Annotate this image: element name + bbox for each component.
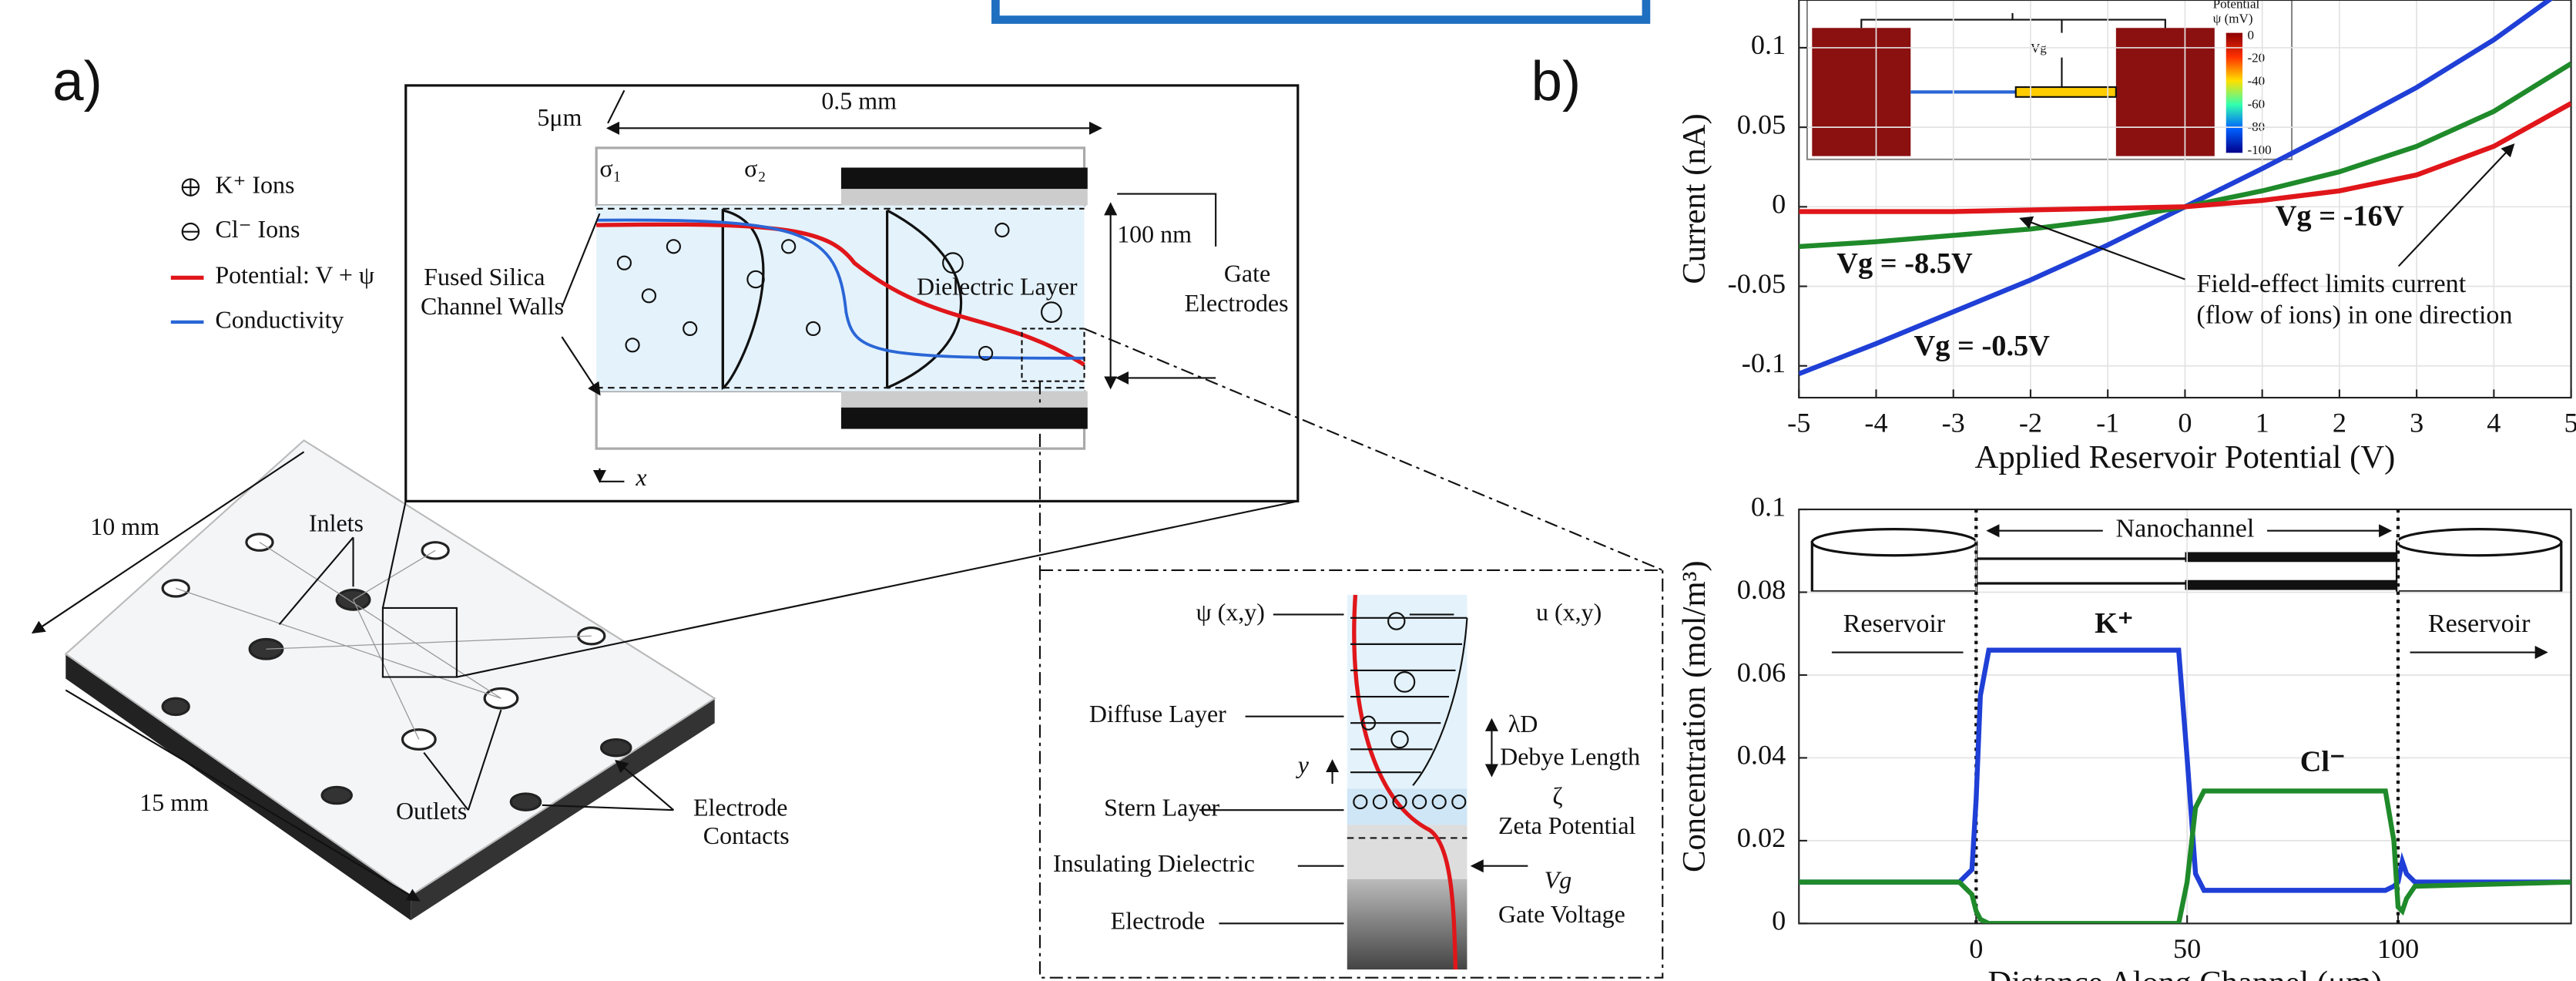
annotation: (flow of ions) in one direction — [2196, 301, 2512, 329]
dimension-label: 10 mm — [90, 513, 159, 540]
device — [33, 440, 1298, 920]
y-axis-label: Current (nA) — [1676, 113, 1712, 284]
zoom-label: Diffuse Layer — [1089, 700, 1226, 727]
channel-label: Dielectric Layer — [917, 274, 1078, 301]
header-box — [995, 0, 1646, 20]
x-tick-label: -2 — [2019, 408, 2042, 438]
annotation: Reservoir — [2428, 610, 2531, 638]
legend: K⁺ Ions Cl⁻ Ions Potential: V + ψ Conduc… — [171, 171, 374, 333]
y-tick-label: 0.06 — [1737, 657, 1786, 687]
arrow — [2021, 219, 2185, 280]
inset-label: ψ (mV) — [2213, 11, 2253, 25]
channel-label: Fused Silica — [424, 264, 545, 291]
legend-label: K⁺ Ions — [215, 171, 294, 198]
plot-area — [1799, 650, 2571, 924]
x-tick-label: -5 — [1787, 408, 1810, 438]
x-axis-label: Distance Along Channel (μm) — [1988, 965, 2383, 981]
x-tick-label: 2 — [2333, 408, 2346, 438]
series-label: Vg = -8.5V — [1836, 247, 1973, 280]
inset-label: Potential — [2213, 0, 2260, 11]
x-tick-label: 0 — [2178, 408, 2192, 438]
zoom-label: Debye Length — [1500, 743, 1640, 770]
series-label: Vg = -16V — [2276, 200, 2404, 232]
channel-label: Electrodes — [1185, 290, 1289, 317]
y-tick-label: 0.08 — [1737, 574, 1786, 605]
dimension-label: 100 nm — [1117, 220, 1192, 247]
channel-label: σ₂ — [744, 155, 766, 182]
series-label: Vg = -0.5V — [1914, 330, 2051, 362]
y-tick-label: 0 — [1772, 189, 1786, 220]
x-tick-label: -3 — [1942, 408, 1965, 438]
series-label: K⁺ — [2095, 607, 2133, 640]
dimension-label: 15 mm — [139, 789, 209, 816]
channel-diagram — [406, 86, 1662, 570]
axis-label: x — [635, 464, 646, 491]
zoom-label: y — [1296, 751, 1310, 778]
zoom-label: u (x,y) — [1536, 599, 1602, 626]
zoom-label: ζ — [1552, 783, 1562, 810]
y-tick-label: -0.05 — [1728, 268, 1786, 299]
y-tick-label: 0.04 — [1737, 740, 1786, 771]
legend-label: Conductivity — [215, 306, 344, 333]
x-tick-label: -4 — [1864, 408, 1887, 438]
x-tick-label: 0 — [1969, 933, 1983, 964]
annotation: Reservoir — [1843, 610, 1946, 638]
y-tick-label: 0 — [1772, 905, 1786, 936]
y-tick-label: 0.05 — [1737, 109, 1786, 139]
y-tick-label: 0.1 — [1751, 29, 1786, 60]
zoom-label: ψ (x,y) — [1196, 599, 1265, 626]
channel-label: Channel Walls — [421, 293, 564, 320]
panel-label: a) — [52, 50, 102, 113]
annotation: Nanochannel — [2115, 515, 2254, 543]
data-line — [1799, 791, 2571, 923]
channel-label: σ₁ — [599, 155, 621, 182]
x-tick-label: 50 — [2173, 933, 2201, 964]
zoom-label: Insulating Dielectric — [1053, 850, 1255, 877]
dimension-label: 5μm — [537, 104, 582, 131]
y-tick-label: 0.1 — [1751, 491, 1786, 522]
colorbar-label: -100 — [2247, 143, 2271, 157]
device-label: Electrode — [693, 795, 787, 821]
zoom-label: Electrode — [1111, 908, 1205, 935]
zoom-label: Stern Layer — [1104, 795, 1219, 821]
device-label: Inlets — [309, 510, 364, 537]
x-tick-label: -1 — [2096, 408, 2119, 438]
series-label: Cl⁻ — [2300, 745, 2346, 778]
zoom-label: Zeta Potential — [1498, 812, 1636, 839]
legend-label: Potential: V + ψ — [215, 262, 374, 289]
colorbar-label: 0 — [2247, 28, 2254, 42]
x-axis-label: Applied Reservoir Potential (V) — [1975, 439, 2396, 475]
figure: a) b) K⁺ Ions Cl⁻ Ions Potential: V + ψ … — [0, 0, 2576, 981]
panel-label: b) — [1531, 50, 1581, 113]
y-axis-label: Concentration (mol/m³) — [1676, 560, 1712, 872]
y-tick-label: -0.1 — [1742, 348, 1786, 378]
zoom-label: Gate Voltage — [1498, 901, 1625, 928]
y-tick-label: 0.02 — [1737, 822, 1786, 853]
annotation: Field-effect limits current — [2196, 270, 2466, 298]
device-label: Outlets — [396, 798, 467, 825]
x-tick-label: 5 — [2564, 408, 2576, 438]
channel-label: Gate — [1224, 260, 1270, 287]
zoom-label: λD — [1508, 711, 1538, 737]
zoom-label: Vg — [1545, 866, 1572, 893]
dimension-label: 0.5 mm — [821, 88, 897, 115]
data-line — [1799, 650, 2571, 891]
device-label: Contacts — [703, 822, 790, 849]
x-tick-label: 100 — [2377, 933, 2419, 964]
x-tick-label: 1 — [2256, 408, 2269, 438]
x-tick-label: 4 — [2487, 408, 2501, 438]
x-tick-label: 3 — [2410, 408, 2423, 438]
legend-label: Cl⁻ Ions — [215, 216, 300, 243]
